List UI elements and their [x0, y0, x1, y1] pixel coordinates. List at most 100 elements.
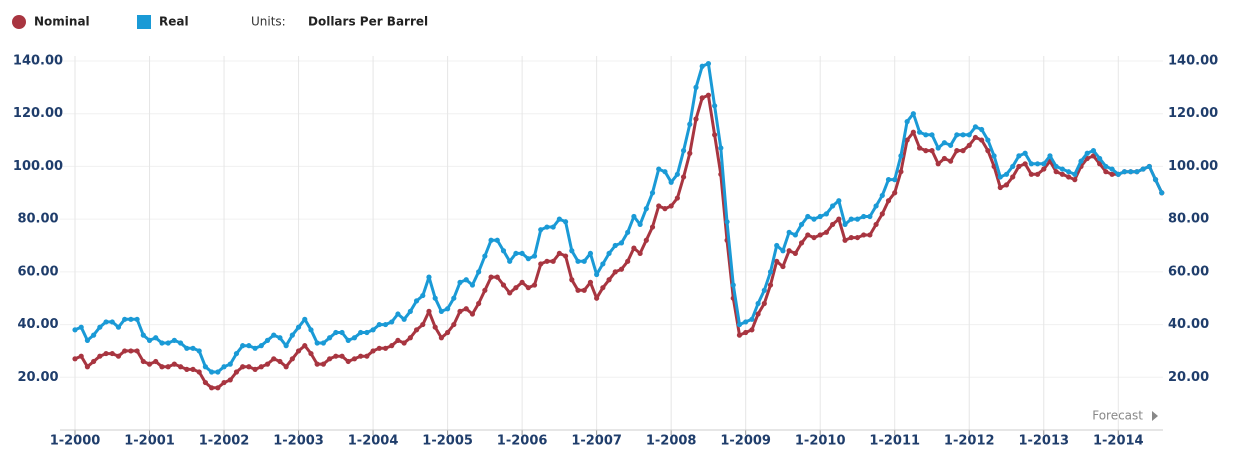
data-point	[451, 321, 457, 328]
data-point	[221, 364, 227, 370]
data-point	[451, 295, 457, 301]
data-point	[264, 337, 271, 343]
data-point	[985, 148, 991, 154]
data-point	[1159, 190, 1165, 196]
data-point	[625, 258, 631, 264]
data-point	[128, 316, 134, 322]
y2-tick-label: 120.00	[1168, 106, 1218, 121]
data-point	[569, 277, 575, 283]
data-point	[712, 132, 718, 138]
data-point	[389, 343, 395, 349]
data-point	[1097, 155, 1103, 162]
data-point	[693, 84, 699, 90]
data-point	[109, 350, 115, 357]
data-point	[457, 279, 463, 285]
data-point	[892, 177, 898, 183]
data-point	[115, 324, 122, 330]
data-point	[370, 327, 376, 333]
data-point	[295, 348, 302, 354]
x-tick-label: 1-2006	[497, 434, 548, 449]
data-point	[153, 335, 159, 341]
data-point	[507, 290, 513, 296]
legend-swatch	[137, 15, 151, 29]
data-point	[637, 221, 643, 228]
data-point	[97, 353, 103, 359]
data-point	[1010, 163, 1016, 170]
data-point	[1140, 166, 1146, 172]
data-point	[389, 319, 395, 325]
data-point	[767, 282, 774, 288]
data-point	[488, 274, 494, 280]
data-point	[146, 337, 153, 343]
data-point	[308, 327, 314, 333]
data-point	[202, 364, 209, 370]
data-point	[165, 364, 171, 370]
data-point	[109, 319, 115, 325]
data-point	[240, 343, 246, 349]
data-point	[202, 379, 209, 386]
legend-label: Real	[159, 15, 189, 29]
data-point	[538, 261, 544, 267]
data-point	[1028, 161, 1034, 167]
forecast-label: Forecast	[1092, 409, 1143, 423]
data-point	[1152, 177, 1159, 183]
legend-swatch	[12, 15, 26, 29]
data-point	[494, 274, 500, 280]
data-point	[724, 219, 730, 225]
data-point	[488, 237, 494, 243]
data-point	[233, 350, 240, 357]
data-point	[848, 234, 854, 241]
data-point	[1016, 153, 1022, 159]
data-point	[426, 308, 432, 314]
data-point	[848, 216, 854, 222]
x-tick-label: 1-2004	[348, 434, 399, 449]
data-point	[823, 229, 830, 235]
units: Dollars Per Barrel	[308, 15, 428, 29]
data-point	[1072, 177, 1078, 183]
data-point	[351, 335, 358, 341]
data-point	[991, 153, 997, 159]
data-point	[531, 282, 538, 288]
data-point	[805, 213, 811, 220]
data-point	[811, 216, 817, 222]
data-point	[693, 116, 699, 122]
data-point	[699, 63, 705, 69]
data-point	[867, 232, 873, 238]
y2-tick-label: 100.00	[1168, 159, 1218, 174]
data-point	[625, 229, 631, 235]
data-point	[594, 295, 600, 301]
data-point	[140, 332, 146, 338]
data-point	[780, 263, 786, 270]
data-point	[482, 287, 488, 293]
data-point	[1066, 174, 1072, 180]
data-point	[327, 356, 333, 362]
data-point	[1109, 171, 1115, 177]
data-point	[538, 227, 544, 233]
data-point	[997, 184, 1003, 191]
data-point	[618, 266, 625, 272]
data-point	[761, 287, 767, 293]
data-point	[327, 335, 333, 341]
data-point	[792, 232, 798, 238]
data-point	[420, 292, 426, 299]
data-point	[1034, 171, 1041, 177]
data-point	[562, 253, 569, 259]
data-point	[550, 224, 556, 230]
data-point	[258, 364, 264, 370]
data-point	[612, 242, 618, 249]
data-point	[482, 253, 488, 259]
data-point	[569, 248, 575, 254]
data-point	[507, 258, 513, 264]
data-point	[674, 195, 680, 201]
data-point	[413, 298, 420, 304]
data-point	[401, 340, 407, 346]
data-point	[364, 353, 370, 359]
data-point	[240, 364, 246, 370]
forecast-arrow	[1152, 411, 1158, 421]
data-point	[358, 353, 364, 359]
data-point	[1047, 153, 1053, 159]
data-point	[668, 203, 674, 209]
data-point	[873, 203, 879, 209]
data-point	[1016, 163, 1022, 170]
data-point	[879, 211, 885, 217]
